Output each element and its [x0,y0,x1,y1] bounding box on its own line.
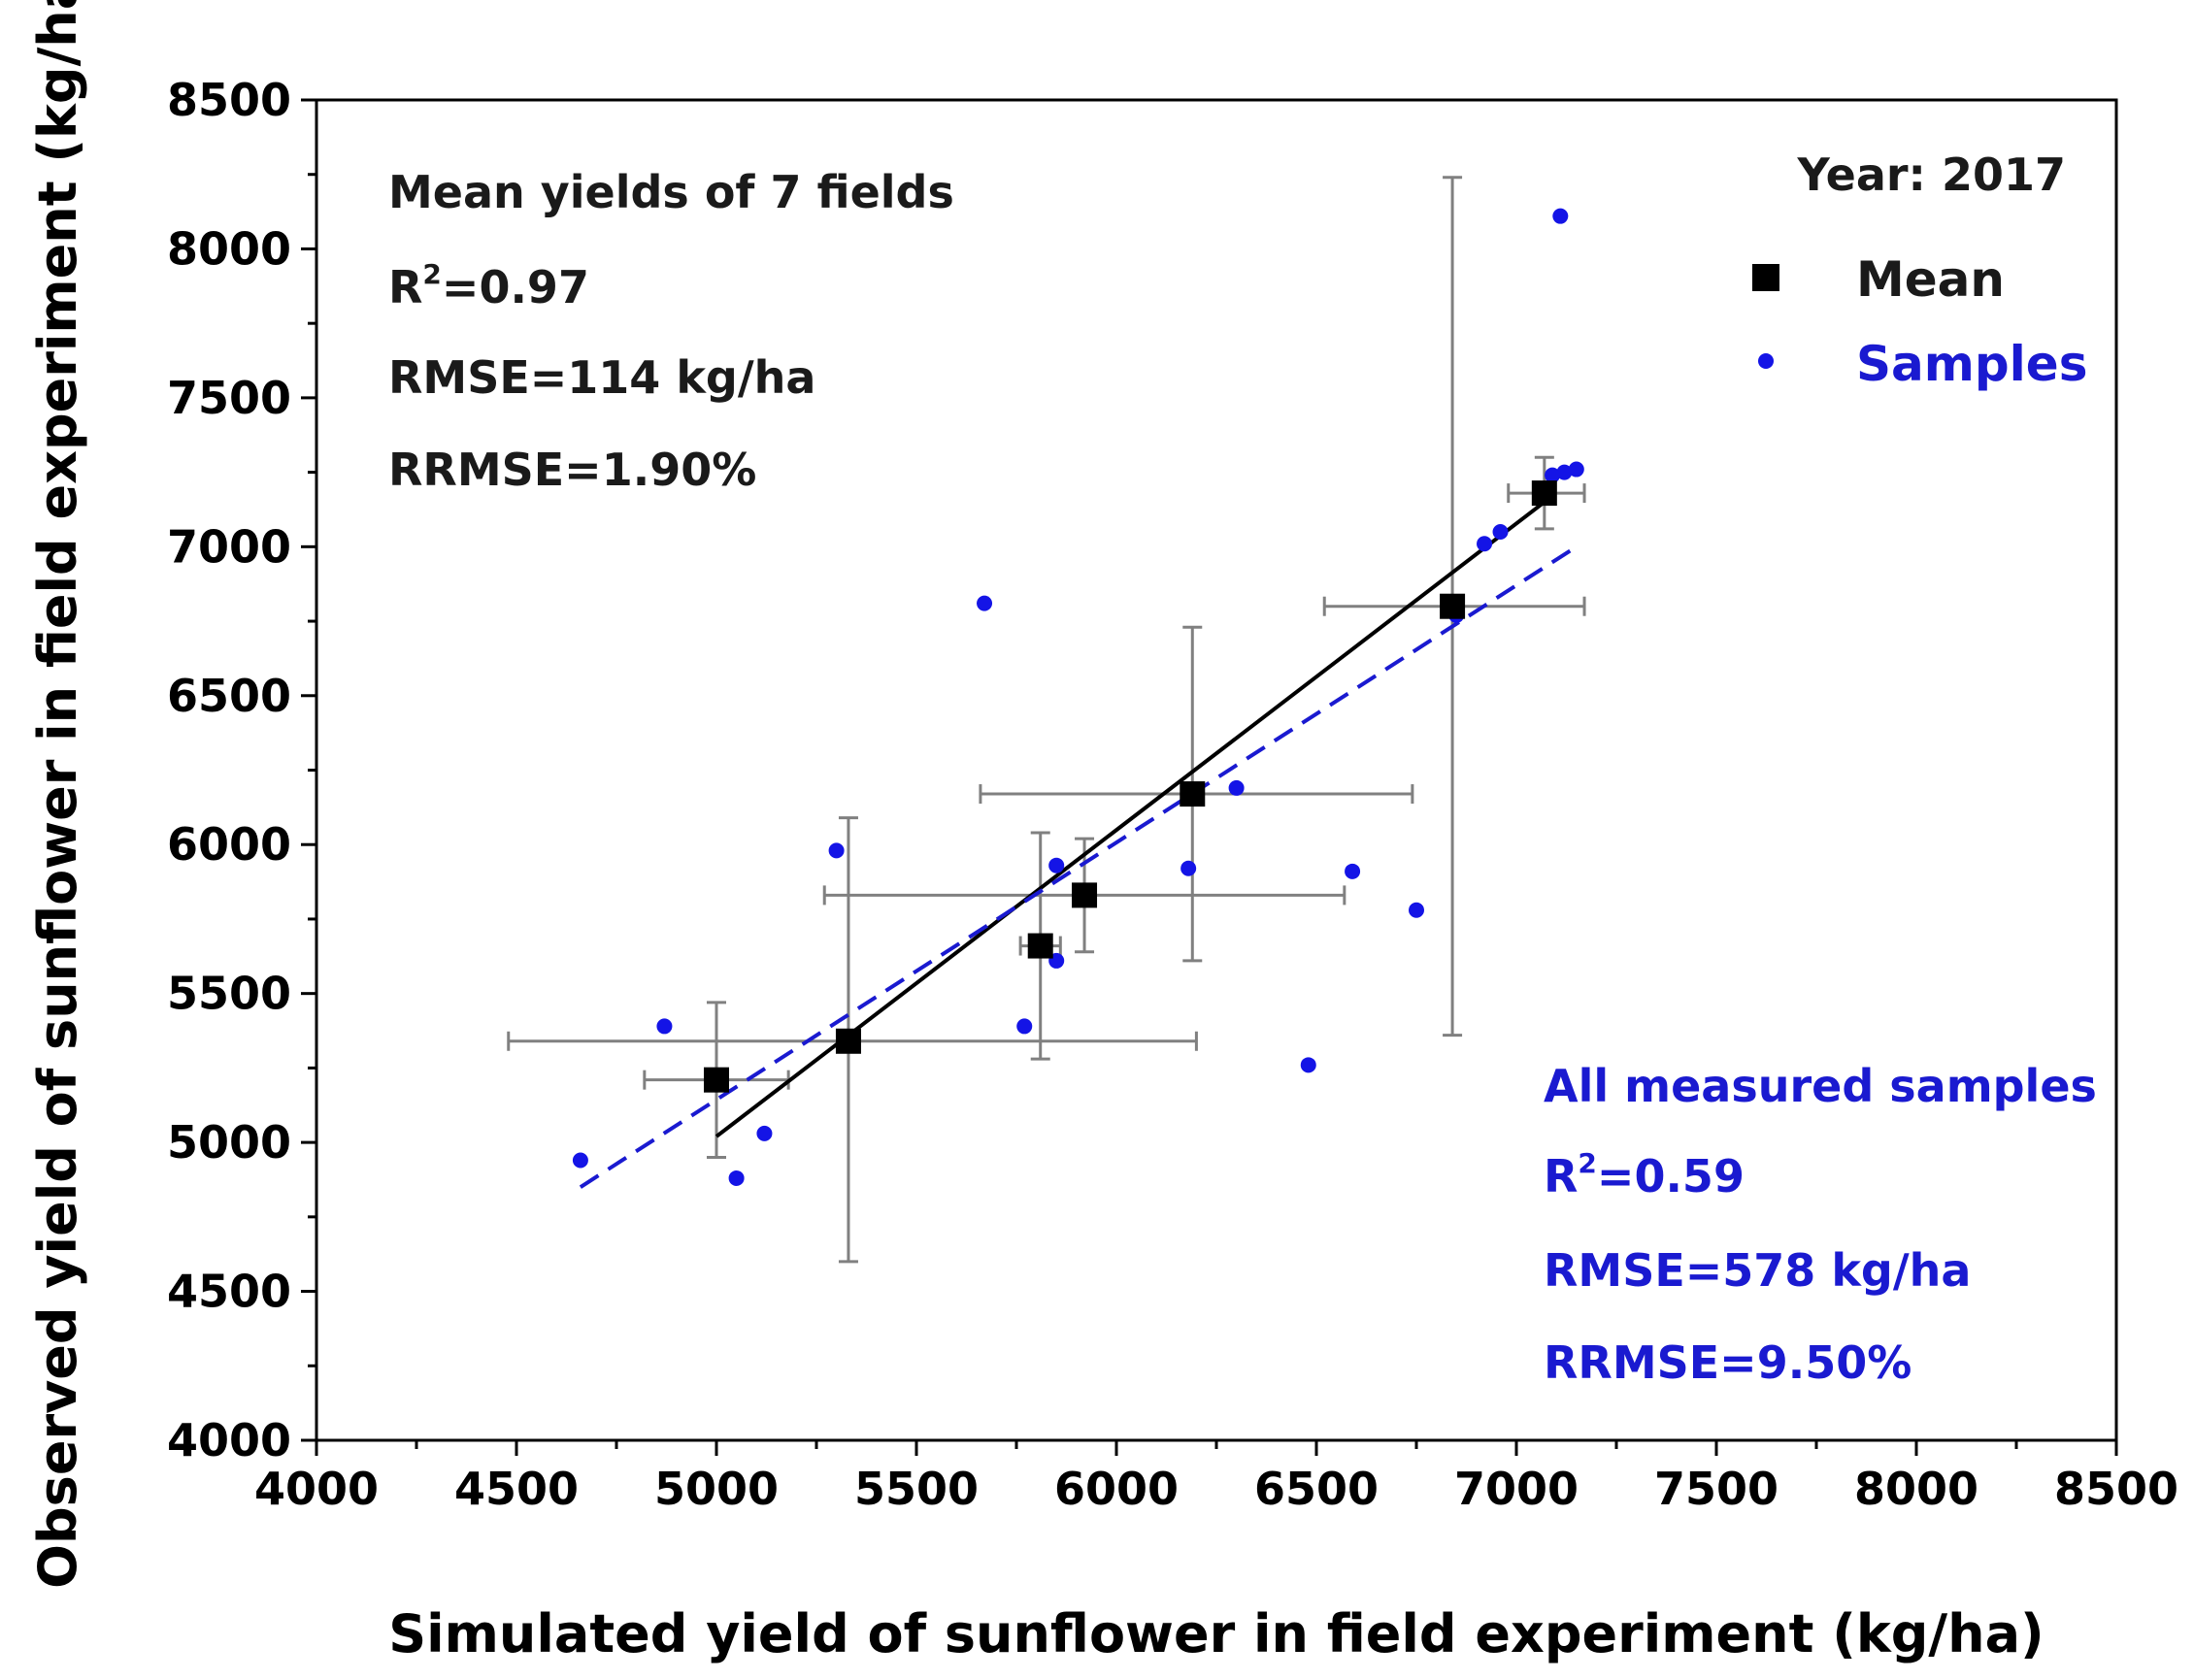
x-tick-label: 5500 [854,1463,979,1515]
sample-point [1048,857,1065,873]
y-tick-label: 7000 [167,520,291,573]
legend: Mean Samples [1752,251,2087,392]
sample-point [828,842,845,859]
mean-stats-r2: R2=0.97 [388,258,589,313]
x-axis-title: Simulated yield of sunflower in field ex… [388,1603,2044,1664]
mean-series [704,480,1557,1093]
mean-stats-rrmse: RRMSE=1.90% [388,444,756,496]
sample-point [756,1125,773,1141]
y-tick-labels: 4000 4500 5000 5500 6000 6500 7000 7500 8000 8500 [167,74,291,1466]
sample-point [1492,523,1509,540]
sample-point [728,1169,745,1186]
axis-ticks [301,98,2118,1456]
y-tick-label: 7500 [167,372,291,424]
legend-mean-label: Mean [1856,251,2005,308]
legend-mean-marker [1752,264,1779,291]
sample-point [1180,860,1197,876]
sample-point [1409,902,1424,918]
sample-point [1016,1018,1033,1035]
mean-point [835,1028,861,1054]
sample-point [1228,779,1245,796]
sample-stats-rrmse: RRMSE=9.50% [1544,1336,1911,1389]
sample-point [1568,461,1584,478]
y-tick-label: 5000 [167,1116,291,1169]
y-axis-title: Observed yield of sunflower in field exp… [27,0,88,1589]
year-label: Year: 2017 [1797,148,2066,201]
sample-point [1345,863,1361,879]
mean-stats-rmse: RMSE=114 kg/ha [388,351,815,404]
sample-stats-rmse: RMSE=578 kg/ha [1544,1244,1971,1297]
x-tick-label: 7000 [1454,1463,1579,1515]
mean-point [1440,593,1466,619]
x-tick-label: 8500 [2054,1463,2178,1515]
sample-point [572,1152,588,1169]
sample-r2-sup: 2 [1578,1147,1596,1179]
sample-fit-line [579,544,1578,1189]
y-tick-label: 5500 [167,968,291,1020]
x-tick-label: 4000 [254,1463,379,1515]
y-tick-label: 6000 [167,818,291,871]
sample-point [1300,1057,1316,1073]
legend-samples-marker [1758,353,1774,369]
fit-lines [579,500,1578,1189]
mean-point [704,1067,729,1093]
x-tick-label: 6000 [1054,1463,1179,1515]
mean-r2-sup: 2 [422,258,441,290]
sample-r2-prefix: R [1544,1150,1578,1202]
x-tick-label: 4500 [454,1463,579,1515]
y-tick-label: 4000 [167,1414,291,1466]
sample-point [1477,536,1493,552]
mean-r2-value: =0.97 [442,261,589,313]
sample-r2-value: =0.59 [1597,1150,1745,1202]
x-tick-label: 7500 [1654,1463,1778,1515]
sample-point [656,1018,673,1035]
sample-point [1545,467,1561,483]
x-tick-label: 6500 [1254,1463,1379,1515]
mean-point [1072,882,1098,908]
sample-point [1552,208,1569,224]
x-tick-labels: 4000 4500 5000 5500 6000 6500 7000 7500 8000 8500 [254,1463,2178,1515]
y-tick-label: 8000 [167,222,291,275]
samples-series [572,208,1584,1186]
legend-samples-label: Samples [1856,336,2087,392]
sample-stats-r2: R2=0.59 [1544,1147,1745,1202]
y-tick-label: 6500 [167,670,291,722]
mean-point [1531,480,1557,507]
sample-point [1556,464,1573,480]
mean-point [1180,781,1206,807]
x-tick-label: 8000 [1854,1463,1978,1515]
y-tick-label: 4500 [167,1266,291,1318]
y-tick-label: 8500 [167,74,291,126]
mean-stats-title: Mean yields of 7 fields [388,166,954,218]
sample-stats-title: All measured samples [1544,1060,2097,1112]
x-tick-label: 5000 [654,1463,779,1515]
mean-point [1027,933,1053,959]
sample-point [977,595,993,611]
mean-r2-prefix: R [388,261,422,313]
error-bars [507,176,1586,1264]
